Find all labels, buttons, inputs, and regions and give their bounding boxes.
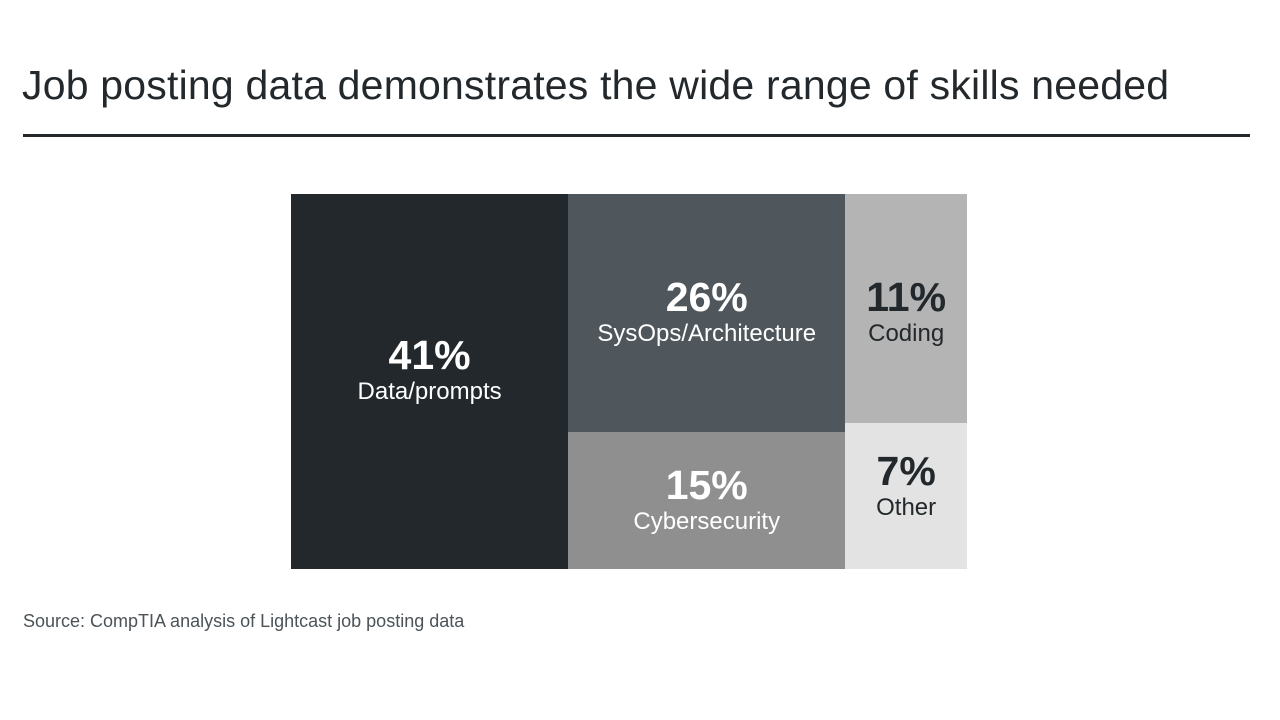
cell-category-label: SysOps/Architecture [597,320,817,347]
cell-category-label: Data/prompts [357,378,502,405]
cell-label-group: 15% Cybersecurity [568,463,845,536]
cell-category-label: Other [876,494,937,522]
cell-value-label: 41% [388,332,471,378]
treemap-cell-cybersecurity: 15% Cybersecurity [568,431,846,569]
cell-value-label: 7% [876,448,936,495]
treemap-cell-other: 7% Other [845,423,967,569]
cell-value-label: 11% [866,274,947,320]
source-note: Source: CompTIA analysis of Lightcast jo… [23,611,465,631]
cell-label-group: 11% Coding [845,275,967,348]
cell-label-group: 41% Data/prompts [291,333,568,406]
treemap-cell-sysops-architecture: 26% SysOps/Architecture [568,194,846,432]
cell-value-label: 15% [665,461,748,508]
treemap-cell-coding: 11% Coding [845,194,967,424]
treemap-cell-data-prompts: 41% Data/prompts [291,194,569,569]
cell-label-group: 26% SysOps/Architecture [568,275,845,348]
cell-value-label: 26% [665,274,748,320]
cell-category-label: Cybersecurity [633,507,781,535]
cell-label-group: 7% Other [845,449,967,522]
treemap-chart: 41% Data/prompts 26% SysOps/Architecture 11%… [291,194,967,569]
cell-category-label: Coding [868,320,945,347]
title-divider [23,134,1250,137]
chart-title: Job posting data demonstrates the wide r… [22,62,1170,108]
